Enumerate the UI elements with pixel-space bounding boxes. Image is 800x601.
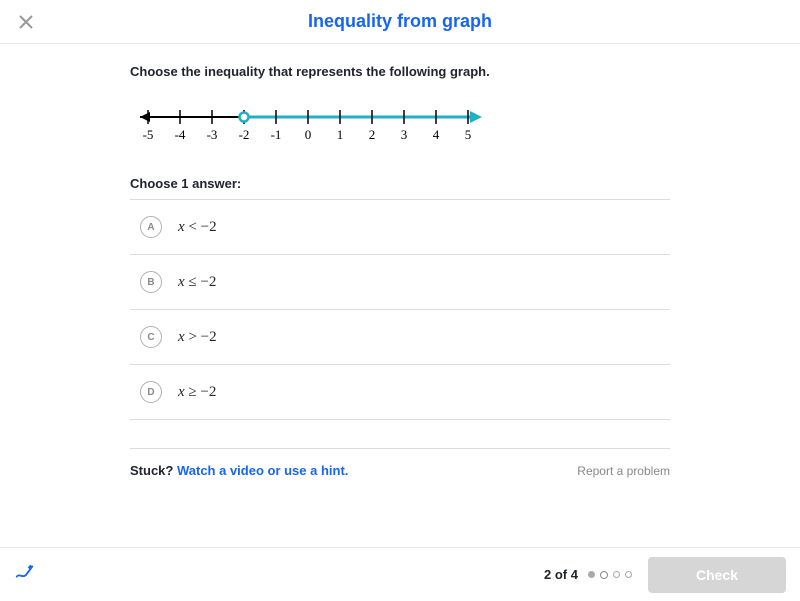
hint-row: Stuck? Watch a video or use a hint. Repo…: [130, 463, 670, 478]
progress-text: 2 of 4: [544, 567, 578, 582]
answer-letter: C: [140, 326, 162, 348]
number-line-graph: -5 -4 -3 -2 -1 0 1 2 3 4 5: [130, 97, 670, 152]
question-prompt: Choose the inequality that represents th…: [130, 64, 670, 79]
answer-choice[interactable]: Cx > −2: [130, 309, 670, 364]
answer-choice[interactable]: Bx ≤ −2: [130, 254, 670, 309]
divider: [130, 448, 670, 449]
answer-list: Ax < −2Bx ≤ −2Cx > −2Dx ≥ −2: [130, 199, 670, 420]
answer-expression: x ≤ −2: [178, 274, 216, 291]
progress-dot: [613, 571, 620, 578]
stuck-label: Stuck?: [130, 463, 173, 478]
svg-text:2: 2: [369, 127, 376, 142]
answer-expression: x < −2: [178, 219, 217, 236]
svg-text:-5: -5: [143, 127, 154, 142]
svg-text:-1: -1: [271, 127, 282, 142]
svg-text:-4: -4: [175, 127, 186, 142]
close-icon[interactable]: [18, 14, 34, 30]
report-problem-link[interactable]: Report a problem: [577, 464, 670, 478]
svg-text:4: 4: [433, 127, 440, 142]
answer-expression: x ≥ −2: [178, 384, 216, 401]
svg-text:1: 1: [337, 127, 344, 142]
answer-choice[interactable]: Ax < −2: [130, 199, 670, 254]
answer-choice[interactable]: Dx ≥ −2: [130, 364, 670, 420]
svg-text:-2: -2: [239, 127, 250, 142]
header: Inequality from graph: [0, 0, 800, 44]
answer-letter: D: [140, 381, 162, 403]
scratchpad-icon[interactable]: [14, 561, 36, 588]
svg-text:5: 5: [465, 127, 472, 142]
content: Choose the inequality that represents th…: [0, 44, 800, 478]
choose-label: Choose 1 answer:: [130, 176, 670, 191]
check-button[interactable]: Check: [648, 557, 786, 593]
answer-expression: x > −2: [178, 329, 217, 346]
answer-letter: B: [140, 271, 162, 293]
progress-dot: [600, 571, 608, 579]
svg-text:3: 3: [401, 127, 408, 142]
bottom-bar: 2 of 4 Check: [0, 547, 800, 601]
svg-text:-3: -3: [207, 127, 218, 142]
progress-dot: [625, 571, 632, 578]
hint-link[interactable]: Watch a video or use a hint.: [177, 463, 348, 478]
svg-text:0: 0: [305, 127, 312, 142]
progress-dots: [588, 571, 632, 579]
page-title: Inequality from graph: [0, 11, 800, 32]
answer-letter: A: [140, 216, 162, 238]
progress-dot: [588, 571, 595, 578]
